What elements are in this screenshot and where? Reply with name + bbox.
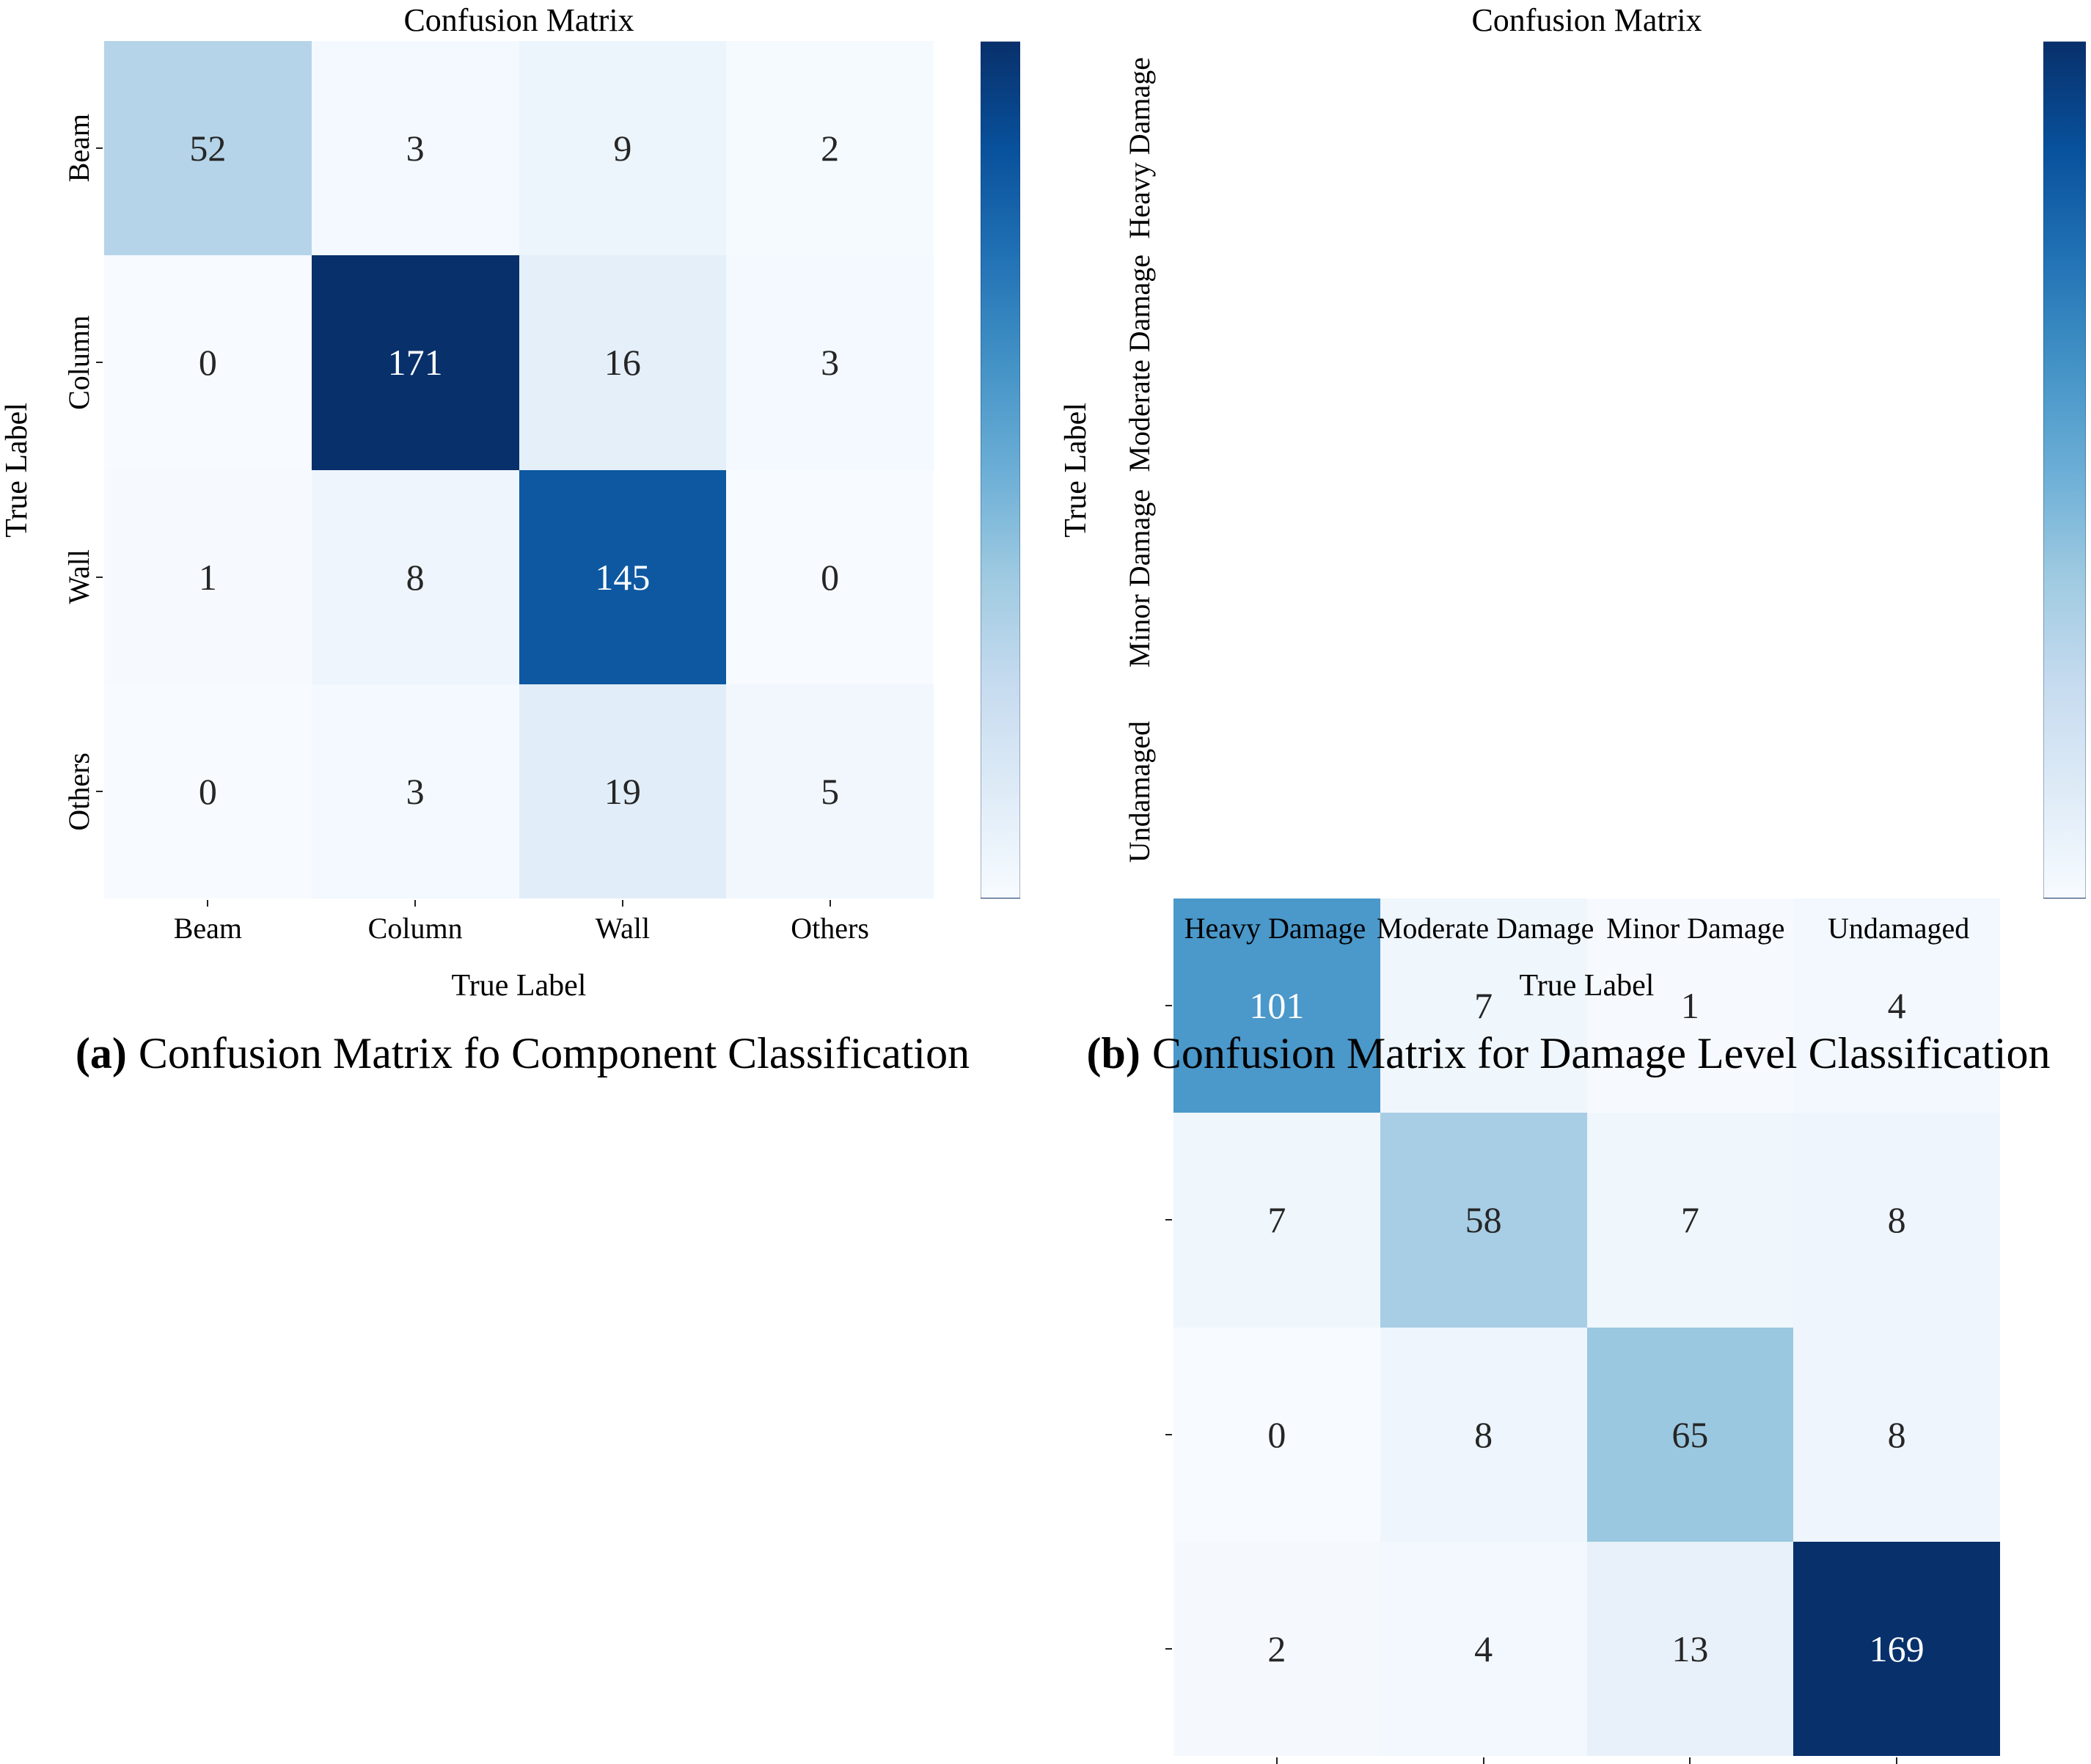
x-tick-labels: Beam Column Wall Others [104, 911, 934, 946]
x-tick-label: Others [791, 912, 869, 945]
y-tick-labels: Beam Column Wall Others [57, 41, 100, 899]
heatmap-cell: 65 [1586, 1327, 1794, 1542]
heatmap-cell: 0 [726, 469, 934, 684]
heatmap-cell: 5 [726, 684, 934, 899]
heatmap-cell: 169 [1793, 1541, 2000, 1756]
caption-marker: (a) [75, 1029, 127, 1077]
y-tick-label: Wall [62, 549, 95, 604]
x-axis-tick [1896, 1757, 1898, 1764]
x-tick-label: Undamaged [1827, 912, 1970, 945]
y-axis-tick [96, 362, 103, 364]
x-tick-label: Minor Damage [1606, 912, 1785, 945]
chart-title: Confusion Matrix [403, 2, 634, 38]
heatmap-cell: 4 [1380, 1541, 1587, 1756]
heatmap-cell: 8 [1380, 1327, 1587, 1542]
heatmap-cell: 8 [311, 469, 519, 684]
x-axis-tick [207, 900, 209, 907]
heatmap-cell: 1 [104, 469, 312, 684]
heatmap-cell: 1 [1586, 899, 1794, 1113]
heatmap-cell: 2 [1173, 1541, 1380, 1756]
heatmap-cell: 8 [1793, 1327, 2000, 1542]
y-axis-tick [96, 576, 103, 578]
y-tick-label: Beam [62, 114, 95, 183]
y-axis-label-text: True Label [1059, 402, 1093, 538]
y-axis-tick [1165, 1219, 1172, 1221]
y-tick-label: Others [62, 752, 95, 831]
heatmap-cell: 52 [104, 41, 312, 256]
y-axis-tick [96, 147, 103, 150]
colorbar [2043, 41, 2086, 899]
heatmap-cell: 0 [1173, 1327, 1380, 1542]
heatmap-cell: 3 [726, 255, 934, 470]
heatmap-cell: 101 [1173, 899, 1380, 1113]
y-axis-tick [1165, 1005, 1172, 1007]
x-tick-label: Beam [173, 912, 243, 945]
heatmap-cell: 0 [104, 255, 312, 470]
heatmap-cell: 7 [1380, 899, 1587, 1113]
y-axis-tick [1165, 1433, 1172, 1435]
heatmap-cell: 7 [1586, 1113, 1794, 1328]
x-axis-tick [414, 900, 417, 907]
heatmap-cell: 145 [519, 469, 727, 684]
y-axis-label-text: True Label [0, 402, 34, 538]
x-tick-labels: Heavy Damage Moderate Damage Minor Damage U… [1173, 911, 2000, 946]
caption-text: Confusion Matrix fo Component Classifica… [138, 1029, 970, 1077]
y-tick-label: Column [62, 315, 95, 410]
heatmap-cell: 7 [1173, 1113, 1380, 1328]
heatmap-cell: 9 [519, 41, 727, 256]
heatmap-cell: 171 [311, 255, 519, 470]
x-axis-tick [1482, 1757, 1484, 1764]
x-tick-label: Wall [595, 912, 651, 945]
heatmap-cell: 13 [1586, 1541, 1794, 1756]
x-axis-tick [621, 900, 623, 907]
heatmap-cell: 8 [1793, 1113, 2000, 1328]
x-tick-label: Column [367, 912, 463, 945]
x-axis-label: True Label [451, 969, 587, 1003]
y-axis-label: True Label [1059, 41, 1093, 899]
chart-title: Confusion Matrix [1471, 2, 1702, 38]
caption-text: Confusion Matrix for Damage Level Classi… [1151, 1029, 2051, 1077]
heatmap-cell: 3 [311, 41, 519, 256]
subfigure-caption: (a) Confusion Matrix fo Component Classif… [0, 1027, 1045, 1080]
x-axis-label: True Label [1519, 969, 1655, 1003]
y-tick-label: Minor Damage [1122, 489, 1156, 668]
caption-marker: (b) [1086, 1029, 1140, 1077]
y-tick-label: Heavy Damage [1122, 56, 1156, 239]
subfigure-caption: (b) Confusion Matrix for Damage Level Cla… [1046, 1027, 2091, 1080]
heatmap-cell: 58 [1380, 1113, 1587, 1328]
heatmap-cell: 4 [1793, 899, 2000, 1113]
heatmap-grid: 52 3 9 2 0 171 16 3 1 8 145 0 0 3 19 5 [96, 41, 934, 907]
x-axis-tick [1689, 1757, 1691, 1764]
y-tick-label: Moderate Damage [1122, 254, 1156, 472]
y-axis-tick [1165, 1647, 1172, 1650]
subfigure-a: Confusion Matrix True Label Beam Column Wa… [0, 0, 2091, 1077]
colorbar [981, 41, 1020, 899]
heatmap-cell: 3 [311, 684, 519, 899]
heatmap-cell: 19 [519, 684, 727, 899]
y-tick-label: Undamaged [1122, 720, 1156, 863]
y-axis-tick [96, 790, 103, 792]
x-tick-label: Heavy Damage [1184, 912, 1366, 945]
x-axis-tick [1275, 1757, 1278, 1764]
heatmap-cell: 16 [519, 255, 727, 470]
x-tick-label: Moderate Damage [1376, 912, 1594, 945]
y-tick-labels: Heavy Damage Moderate Damage Minor Damage U… [1118, 41, 1160, 899]
y-axis-label: True Label [0, 41, 34, 899]
heatmap-cell: 0 [104, 684, 312, 899]
x-axis-tick [829, 900, 831, 907]
heatmap-cell: 2 [726, 41, 934, 256]
